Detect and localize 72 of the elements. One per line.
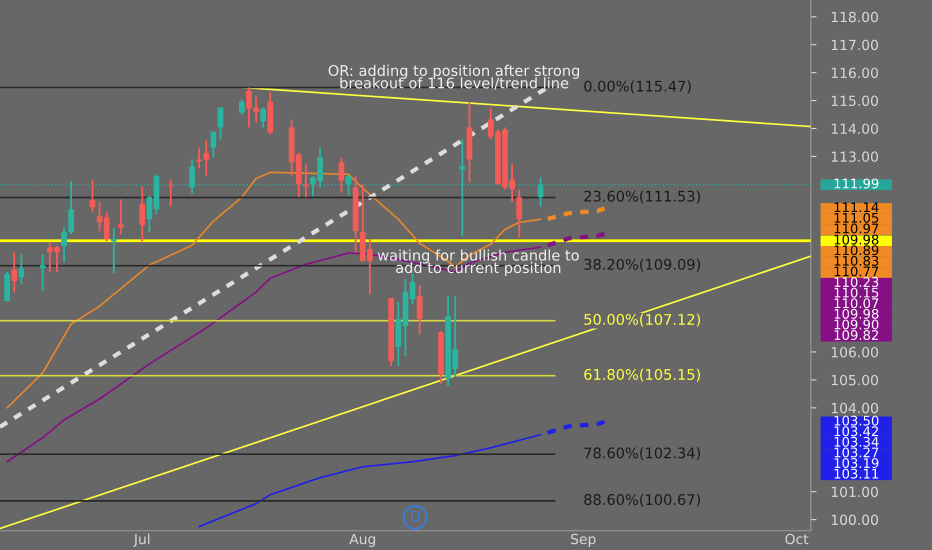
y-tick-label: 118.00 [832,12,878,22]
candlestick [210,130,216,158]
text: 110.07 [834,298,878,308]
candlestick [459,138,466,238]
text: 23.60%(111.53) [584,190,700,204]
y-tick-label: 105.00 [832,374,878,386]
candlestick [260,106,266,128]
candlestick [346,174,352,196]
x-tick-label: Sep [571,534,596,547]
y-tick-label: 116.00 [832,68,878,78]
text: 88.60%(100.67) [584,494,700,507]
y-tick-label: 115.00 [832,96,878,106]
candlestick [110,227,117,274]
text: 103.11 [834,468,878,479]
annotation: D [410,510,420,522]
candlestick [40,253,46,292]
text: 50.00%(107.12) [584,314,700,327]
text: 103.50 [834,416,878,426]
text: 0.00%(115.47) [584,80,691,94]
line-series [546,206,607,221]
y-tick-label: 114.00 [832,123,878,134]
candlestick [203,140,210,176]
text: 111.05 [834,212,878,223]
text: 103.27 [834,447,878,458]
candlestick [196,146,202,170]
line-series [198,434,542,528]
candlestick [68,180,74,236]
y-tick-label: 100.00 [832,514,878,526]
candlestick [189,158,195,194]
y-tick-label: 117.00 [832,40,878,50]
text: 110.97 [834,223,878,234]
candlestick [61,226,67,264]
y-tick-label: 101.00 [832,486,878,498]
x-tick-label: Oct [785,534,808,544]
text: 110.83 [834,256,878,266]
ref-line-label: 111.99 [834,178,878,188]
text: 103.19 [834,458,878,468]
text: 109.98 [834,308,878,319]
text: 111.14 [834,202,879,212]
candlestick [218,106,224,140]
text: 109.90 [834,319,878,330]
candlestick [538,176,544,208]
text: 110.77 [834,266,878,276]
text: 38.20%(109.09) [584,258,700,272]
candlestick [11,251,18,294]
candlestick [118,198,124,236]
candlestick [238,98,245,116]
text: 110.23 [834,277,878,288]
text: 103.34 [834,436,879,447]
text: 78.60%(102.34) [584,447,700,460]
y-tick-label: 106.00 [832,346,878,358]
x-tick-label: Jul [133,534,150,547]
candlestick [90,178,96,214]
text: 110.89 [834,245,878,256]
line-series [546,420,607,435]
text: 103.42 [834,426,878,436]
candlestick [139,185,146,242]
text: 109.82 [834,330,878,340]
annotation: OR: adding to position after strong breakout of 116 level/trend line [328,64,580,90]
candlestick [168,178,174,208]
candlestick [516,188,522,238]
text: 61.80%(105.15) [584,368,700,382]
candlestick [416,284,422,335]
line-series [546,232,607,248]
candlestick [303,164,309,198]
candlestick [18,253,24,285]
y-tick-label: 113.00 [832,151,878,162]
ref-line-label: 109.98 [834,234,878,245]
x-tick-label: Aug [349,534,376,547]
text: 110.15 [834,288,878,298]
y-tick-label: 104.00 [832,402,878,414]
candlestick [338,156,344,194]
